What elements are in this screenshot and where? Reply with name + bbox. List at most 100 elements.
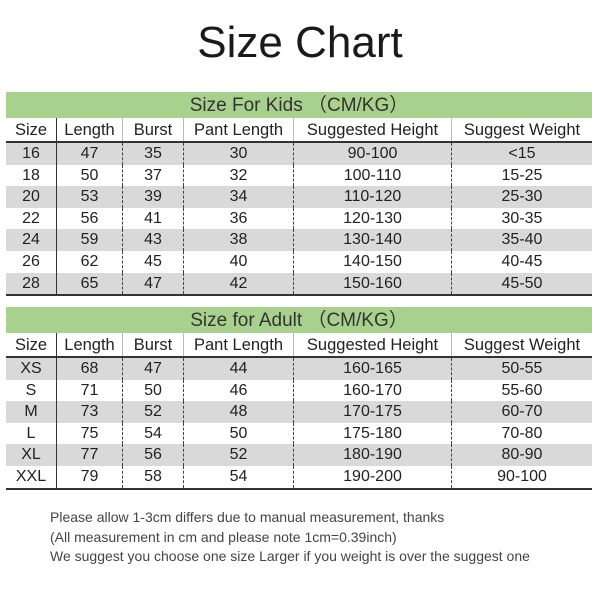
table-cell: 32 xyxy=(183,164,293,187)
column-header: Suggested Height xyxy=(293,118,451,141)
note-line: Please allow 1-3cm differs due to manual… xyxy=(50,509,445,525)
table-cell: M xyxy=(24,403,38,421)
table-cell: 15-25 xyxy=(451,164,592,187)
table-row: L 75 54 50 175-180 70-80 xyxy=(6,422,592,445)
table-cell: S xyxy=(25,381,37,399)
table-bottom-rule xyxy=(6,487,592,490)
table-cell: 59 xyxy=(56,229,122,251)
table-row: S 71 50 46 160-170 55-60 xyxy=(6,379,592,402)
page-title: Size Chart xyxy=(197,18,403,67)
table-cell: 54 xyxy=(122,422,183,445)
table-cell: 90-100 xyxy=(451,465,592,488)
table-cell: 16 xyxy=(22,145,40,162)
table-cell: 68 xyxy=(56,358,122,380)
table-cell: 56 xyxy=(122,444,183,466)
table-cell: 45 xyxy=(122,250,183,273)
table-cell: 41 xyxy=(122,207,183,230)
table-row: XS 68 47 44 160-165 50-55 xyxy=(6,358,592,380)
table-cell: 47 xyxy=(122,358,183,380)
table-cell: 53 xyxy=(56,186,122,208)
table-cell: 71 xyxy=(56,379,122,402)
table-cell: 60-70 xyxy=(451,401,592,423)
column-header: Size xyxy=(14,336,48,354)
header-row: Size Length Burst Pant Length Suggested Heig… xyxy=(6,333,592,358)
table-cell: XL xyxy=(21,446,41,464)
table-bottom-rule xyxy=(6,294,592,297)
table-cell: 77 xyxy=(56,444,122,466)
table-cell: XS xyxy=(20,360,42,377)
table-cell: 50 xyxy=(122,379,183,402)
adult-size-table: Size for Adult （CM/KG） Size Length Burst Pa… xyxy=(6,307,592,490)
table-cell: 79 xyxy=(56,465,122,488)
table-cell: 46 xyxy=(183,379,293,402)
table-cell: 54 xyxy=(183,465,293,488)
column-header: Size xyxy=(14,121,48,139)
table-cell: 44 xyxy=(183,358,293,380)
table-cell: 130-140 xyxy=(293,229,451,251)
table-row: 16 47 35 30 90-100 <15 xyxy=(6,143,592,165)
table-cell: 26 xyxy=(22,252,40,270)
table-cell: 40 xyxy=(183,250,293,273)
table-cell: 20 xyxy=(22,188,40,206)
table-cell: 52 xyxy=(122,401,183,423)
table-cell: 120-130 xyxy=(293,207,451,230)
kids-size-table: Size For Kids （CM/KG） Size Length Burst Pan… xyxy=(6,92,592,297)
table-cell: 140-150 xyxy=(293,250,451,273)
table-cell: 58 xyxy=(122,465,183,488)
note-line: (All measurement in cm and please note 1… xyxy=(50,528,397,545)
table-row: 28 65 47 42 150-160 45-50 xyxy=(6,272,592,295)
column-header: Burst xyxy=(122,118,183,141)
table-cell: 34 xyxy=(183,186,293,208)
column-header: Pant Length xyxy=(183,333,293,356)
note-line: We suggest you choose one size Larger if… xyxy=(50,548,530,564)
table-cell: 175-180 xyxy=(293,422,451,445)
table-cell: 43 xyxy=(122,229,183,251)
table-cell: 45-50 xyxy=(451,272,592,295)
table-cell: 75 xyxy=(56,422,122,445)
column-header: Length xyxy=(56,118,122,141)
table-cell: 38 xyxy=(183,229,293,251)
table-cell: L xyxy=(26,424,36,442)
column-header: Suggest Weight xyxy=(451,118,592,141)
table-cell: 28 xyxy=(22,274,40,292)
table-row: M 73 52 48 170-175 60-70 xyxy=(6,401,592,423)
column-header: Suggest Weight xyxy=(451,333,592,356)
table-cell: 55-60 xyxy=(451,379,592,402)
column-header: Burst xyxy=(122,333,183,356)
table-cell: 170-175 xyxy=(293,401,451,423)
table-cell: 65 xyxy=(56,272,122,295)
table-row: 24 59 43 38 130-140 35-40 xyxy=(6,229,592,251)
table-cell: 190-200 xyxy=(293,465,451,488)
table-cell: 50-55 xyxy=(451,358,592,380)
table-cell: 52 xyxy=(183,444,293,466)
table-cell: 110-120 xyxy=(293,186,451,208)
kids-table-heading: Size For Kids （CM/KG） xyxy=(6,92,592,118)
column-header: Pant Length xyxy=(183,118,293,141)
table-cell: 80-90 xyxy=(451,444,592,466)
table-cell: 35-40 xyxy=(451,229,592,251)
table-row: XL 77 56 52 180-190 80-90 xyxy=(6,444,592,466)
column-header: Suggested Height xyxy=(293,333,451,356)
column-header: Length xyxy=(56,333,122,356)
table-row: 18 50 37 32 100-110 15-25 xyxy=(6,164,592,187)
table-cell: 30 xyxy=(183,143,293,165)
table-cell: 48 xyxy=(183,401,293,423)
table-cell: 35 xyxy=(122,143,183,165)
table-cell: 160-165 xyxy=(293,358,451,380)
table-cell: 22 xyxy=(22,209,40,227)
table-cell: 160-170 xyxy=(293,379,451,402)
table-cell: 62 xyxy=(56,250,122,273)
table-cell: 39 xyxy=(122,186,183,208)
table-row: 20 53 39 34 110-120 25-30 xyxy=(6,186,592,208)
header-row: Size Length Burst Pant Length Suggested Heig… xyxy=(6,118,592,143)
adult-table-heading: Size for Adult （CM/KG） xyxy=(6,307,592,333)
table-cell: 150-160 xyxy=(293,272,451,295)
table-cell: 70-80 xyxy=(451,422,592,445)
table-cell: 40-45 xyxy=(451,250,592,273)
table-cell: 73 xyxy=(56,401,122,423)
table-cell: 18 xyxy=(22,166,40,184)
table-cell: 47 xyxy=(56,143,122,165)
table-cell: 50 xyxy=(183,422,293,445)
table-cell: <15 xyxy=(451,143,592,165)
table-cell: 36 xyxy=(183,207,293,230)
